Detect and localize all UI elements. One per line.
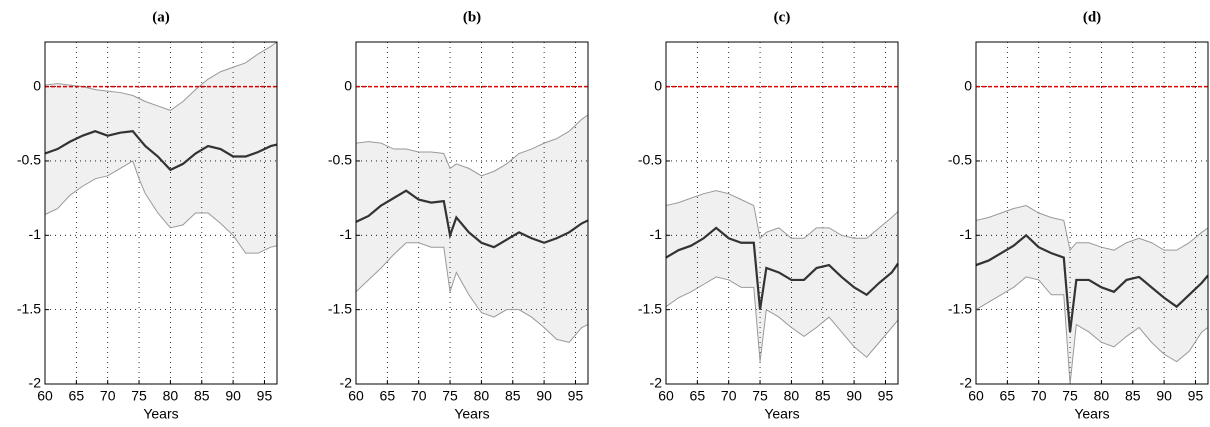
center-line (975, 233, 1209, 333)
x-tick-label: 65 (690, 388, 706, 404)
band-line (44, 160, 278, 254)
x-tick-label: 80 (1094, 388, 1110, 404)
x-tick-label: 70 (100, 388, 116, 404)
y-tick-label: -1 (650, 226, 663, 242)
y-tick-label: 0 (33, 77, 41, 93)
x-tick-label: 80 (474, 388, 490, 404)
y-tick-label: -0.5 (17, 152, 41, 168)
y-tick-label: -1.5 (948, 300, 972, 316)
y-tick-label: -0.5 (328, 152, 352, 168)
x-axis-label: Years (1074, 406, 1109, 422)
x-tick-label: 75 (752, 388, 768, 404)
band-line (355, 242, 589, 343)
y-tick-label: -2 (960, 375, 973, 391)
x-tick-label: 90 (225, 388, 241, 404)
x-tick-label: 80 (163, 388, 179, 404)
band-line (355, 114, 589, 177)
center-line (44, 130, 278, 172)
band-line (975, 205, 1209, 252)
panel-title: (d) (1083, 9, 1101, 25)
center-line (665, 226, 899, 310)
y-tick-label: -1 (960, 226, 973, 242)
axes-box (975, 41, 1209, 385)
panel-title: (a) (152, 9, 170, 25)
y-tick-label: -1 (29, 226, 42, 242)
center-line (355, 189, 589, 249)
y-tick-label: -1.5 (17, 300, 41, 316)
axes-box (44, 41, 278, 385)
x-tick-label: 90 (1156, 388, 1172, 404)
y-tick-label: -1.5 (638, 300, 662, 316)
band-line (44, 41, 278, 111)
band-line (665, 190, 899, 240)
y-tick-label: -0.5 (638, 152, 662, 168)
y-tick-label: -0.5 (948, 152, 972, 168)
x-axis-label: Years (143, 406, 178, 422)
y-tick-label: 0 (964, 77, 972, 93)
x-tick-label: 70 (411, 388, 427, 404)
band-fill (45, 42, 277, 254)
x-tick-label: 90 (846, 388, 862, 404)
axes-box (355, 41, 589, 385)
y-tick-label: -2 (340, 375, 353, 391)
x-tick-label: 85 (505, 388, 521, 404)
band-line (665, 276, 899, 362)
x-tick-label: 60 (658, 388, 674, 404)
x-tick-label: 75 (1062, 388, 1078, 404)
y-tick-label: -2 (29, 375, 42, 391)
x-tick-label: 60 (348, 388, 364, 404)
x-tick-label: 80 (784, 388, 800, 404)
x-tick-label: 85 (1125, 388, 1141, 404)
x-tick-label: 95 (878, 388, 894, 404)
x-tick-label: 60 (968, 388, 984, 404)
x-axis-label: Years (764, 406, 799, 422)
band-fill (976, 205, 1208, 384)
band-line (975, 276, 1209, 385)
x-tick-label: 95 (257, 388, 273, 404)
y-tick-label: -1.5 (328, 300, 352, 316)
x-tick-label: 90 (536, 388, 552, 404)
x-tick-label: 60 (37, 388, 53, 404)
x-tick-label: 65 (1000, 388, 1016, 404)
y-tick-label: -1 (340, 226, 353, 242)
axes-box (665, 41, 899, 385)
x-tick-label: 85 (815, 388, 831, 404)
band-fill (666, 190, 898, 362)
x-axis-label: Years (454, 406, 489, 422)
x-tick-label: 95 (1188, 388, 1204, 404)
x-tick-label: 75 (131, 388, 147, 404)
y-tick-label: 0 (654, 77, 662, 93)
x-tick-label: 65 (380, 388, 396, 404)
x-tick-label: 85 (194, 388, 210, 404)
x-tick-label: 70 (1031, 388, 1047, 404)
x-tick-label: 75 (442, 388, 458, 404)
band-fill (356, 114, 588, 343)
y-tick-label: 0 (344, 77, 352, 93)
x-tick-label: 70 (721, 388, 737, 404)
panel-title: (b) (463, 9, 481, 25)
x-tick-label: 95 (568, 388, 584, 404)
y-tick-label: -2 (650, 375, 663, 391)
x-tick-label: 65 (69, 388, 85, 404)
panel-title: (c) (774, 9, 791, 25)
